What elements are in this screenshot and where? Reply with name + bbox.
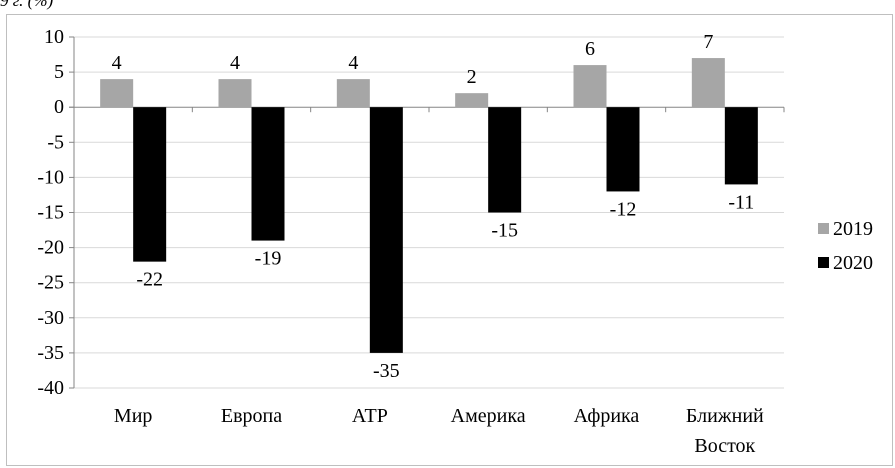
data-label: 4 <box>348 52 358 74</box>
bar-2020 <box>724 107 758 185</box>
data-label: 2 <box>467 66 477 88</box>
data-label: 6 <box>585 38 595 60</box>
chart-frame <box>6 14 893 466</box>
x-tick-label: Ближний <box>686 405 764 427</box>
y-tick-label: -15 <box>37 202 64 224</box>
gridlines <box>74 36 784 389</box>
data-labels: 4 4 4 2 6 7 -22 -19 -35 -15 -12 -11 <box>112 31 755 382</box>
y-tick-label: 10 <box>44 26 64 48</box>
x-tick-label: Америка <box>451 405 526 427</box>
bar-2019 <box>218 79 252 108</box>
data-label: -15 <box>491 220 518 242</box>
legend: 2019 2020 <box>818 218 873 274</box>
bar-2019 <box>455 93 489 108</box>
bar-2019 <box>691 58 725 108</box>
data-label: -19 <box>255 248 282 270</box>
y-tick-label: -20 <box>37 237 64 259</box>
x-tick-label: АТР <box>352 405 388 427</box>
axes: 10 5 0 -5 -10 -15 -20 -25 -30 -35 -40 Мир Европа АТР А… <box>37 26 785 457</box>
y-tick-label: 5 <box>54 61 64 83</box>
legend-swatch <box>818 257 829 268</box>
data-label: -11 <box>728 191 754 213</box>
data-label: -12 <box>610 198 637 220</box>
y-tick-label: 0 <box>54 96 64 118</box>
bar-2019 <box>100 79 134 108</box>
legend-label: 2020 <box>833 252 873 274</box>
x-tick-label: Мир <box>114 405 153 427</box>
data-label: -35 <box>373 360 400 382</box>
bar-2019 <box>573 65 607 108</box>
chart-caption: 9 г. (%) <box>0 0 54 10</box>
y-tick-label: -30 <box>37 307 64 329</box>
x-tick-label: Европа <box>221 405 282 427</box>
y-tick-label: -25 <box>37 272 64 294</box>
bar-2020 <box>369 107 403 353</box>
y-tick-label: -40 <box>37 377 64 399</box>
data-label: 4 <box>230 52 240 74</box>
bar-2020 <box>251 107 285 241</box>
x-tick-label: Восток <box>694 435 755 457</box>
bars <box>100 58 758 353</box>
y-tick-label: -5 <box>47 131 64 153</box>
bar-2020 <box>133 107 167 262</box>
y-tick-label: -10 <box>37 166 64 188</box>
y-tick-label: -35 <box>37 342 64 364</box>
legend-swatch <box>818 223 829 234</box>
legend-label: 2019 <box>833 218 873 240</box>
bar-2019 <box>336 79 370 108</box>
data-label: -22 <box>136 269 163 291</box>
bar-2020 <box>488 107 522 213</box>
data-label: 7 <box>703 31 713 53</box>
data-label: 4 <box>112 52 122 74</box>
x-tick-label: Африка <box>574 405 640 427</box>
bar-2020 <box>606 107 640 192</box>
